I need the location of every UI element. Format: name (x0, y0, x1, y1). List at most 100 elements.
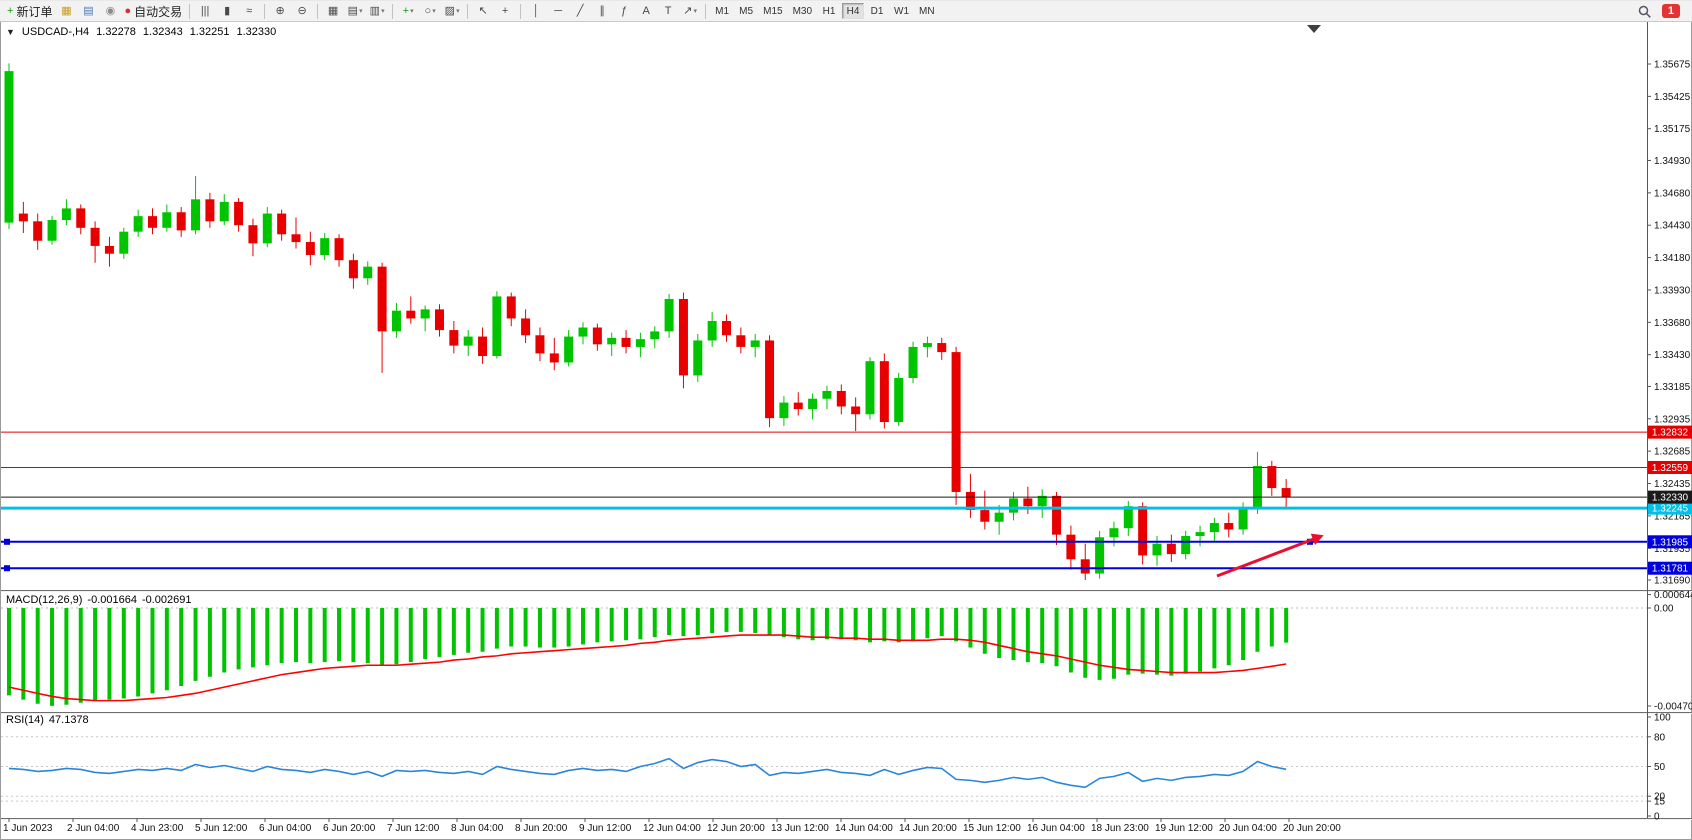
timeframe-m30-button[interactable]: M30 (792, 5, 813, 17)
line-chart-button[interactable]: ≈ (239, 2, 259, 20)
timeframe-h4-button[interactable]: H4 (842, 3, 865, 19)
bar-chart-button[interactable]: ||| (195, 2, 215, 20)
candle-body (1238, 507, 1248, 530)
arrow-annotation[interactable] (1216, 535, 1320, 578)
fibonacci-button[interactable]: ƒ (614, 2, 634, 20)
candle-body (951, 352, 961, 492)
zoom-out-button[interactable]: ⊖ (292, 2, 312, 20)
arrow-tools-button[interactable]: ↗ ▾ (680, 2, 700, 20)
horizontal-line-button[interactable]: ─ (548, 2, 568, 20)
price-axis-label: 1.32435 (1654, 479, 1691, 490)
autotrading-button[interactable]: ● 自动交易 (122, 2, 184, 20)
indicators-button[interactable]: + ▾ (398, 2, 418, 20)
zoom-in-button[interactable]: ⊕ (270, 2, 290, 20)
chevron-down-icon: ▾ (432, 8, 436, 15)
macd-axis-label: 0.000644 (1654, 590, 1692, 601)
macd-main-value: -0.001664 (87, 594, 137, 606)
candle-body (1281, 488, 1291, 498)
candle-body (492, 296, 502, 356)
zoom-out-icon: ⊖ (297, 4, 307, 17)
timeframe-d1-button[interactable]: D1 (870, 5, 884, 17)
candlestick-chart-icon: ▮ (224, 4, 231, 17)
price-badge-label: 1.32245 (1652, 504, 1689, 515)
price-axis-label: 1.35675 (1654, 60, 1691, 71)
new-chart-button[interactable]: ▤ ▾ (345, 2, 365, 20)
timeframe-m5-button[interactable]: M5 (739, 5, 754, 17)
candle-body (435, 309, 444, 331)
time-axis-label: 8 Jun 20:00 (515, 823, 568, 834)
vertical-line-button[interactable]: │ (526, 2, 546, 20)
price-axis[interactable]: 1.35675 1.35425 1.35175 1.34930 1.34680 1.344… (1647, 22, 1692, 823)
trendline-button[interactable]: ╱ (570, 2, 590, 20)
rsi-axis-label: 15 (1654, 797, 1666, 808)
price-axis-label: 1.35175 (1654, 124, 1691, 135)
chart-canvas[interactable]: 1.35675 1.35425 1.35175 1.34930 1.34680 1.344… (1, 22, 1692, 840)
text-button[interactable]: A (636, 2, 656, 20)
candle-body (478, 336, 488, 356)
price-axis-label: 1.32935 (1654, 414, 1691, 425)
one-click-trading-icon[interactable]: ▼ (6, 27, 15, 37)
price-axis-label: 1.34180 (1654, 253, 1691, 264)
line-handle[interactable] (4, 565, 10, 572)
candle-body (635, 339, 645, 347)
candle-body (980, 510, 990, 522)
price-axis-label: 1.35425 (1654, 92, 1691, 103)
candle-body (1066, 534, 1076, 560)
arrow-annotation-head[interactable] (1310, 533, 1324, 545)
macd-signal-line (8, 634, 1287, 702)
candle-body (176, 212, 186, 231)
time-axis-label: 1 Jun 2023 (3, 823, 53, 834)
chart-profiles-button[interactable]: ▥ ▾ (367, 2, 387, 20)
crosshair-icon: + (501, 4, 509, 17)
candle-body (1080, 559, 1090, 574)
notification-badge[interactable]: 1 (1661, 4, 1680, 18)
ohlc-high-value: 1.32343 (142, 26, 183, 38)
text-label-button[interactable]: T (658, 2, 678, 20)
candle-body (234, 201, 244, 226)
chart-shift-marker[interactable] (1307, 25, 1321, 33)
new-order-label: 新订单 (16, 4, 53, 19)
candle-body (678, 299, 688, 376)
navigator-button[interactable]: ◉ (100, 2, 120, 20)
candle-body (564, 336, 574, 363)
line-handle[interactable] (4, 538, 10, 545)
search-button[interactable] (1635, 2, 1655, 20)
rsi-value: 47.1378 (48, 714, 89, 726)
time-axis-label: 6 Jun 20:00 (323, 823, 376, 834)
candle-body (133, 216, 143, 232)
cursor-button[interactable]: ↖ (473, 2, 493, 20)
tile-windows-button[interactable]: ▦ (323, 2, 343, 20)
candle-body (1252, 466, 1262, 508)
candle-body (363, 266, 373, 279)
time-axis-label: 5 Jun 12:00 (195, 823, 248, 834)
time-axis[interactable]: 1 Jun 2023 2 Jun 04:00 4 Jun 23:00 5 Jun 12… (3, 818, 1341, 834)
data-window-button[interactable]: ▤ (78, 2, 98, 20)
line-chart-icon: ≈ (246, 4, 253, 17)
candle-body (104, 245, 114, 254)
timeframe-h1-button[interactable]: H1 (822, 5, 836, 17)
crosshair-button[interactable]: + (495, 2, 515, 20)
templates-button[interactable]: ▨ ▾ (442, 2, 462, 20)
new-order-button[interactable]: + 新订单 (5, 2, 54, 20)
timeframe-mn-button[interactable]: MN (919, 5, 935, 17)
equidistant-channel-button[interactable]: ∥ (592, 2, 612, 20)
candle-body (607, 337, 617, 345)
chevron-down-icon: ▾ (693, 8, 697, 15)
timeframe-m15-button[interactable]: M15 (763, 5, 783, 17)
candle-body (348, 260, 358, 279)
periods-button[interactable]: ○ ▾ (420, 2, 440, 20)
candle-body (205, 199, 215, 222)
bar-chart-icon: ||| (200, 4, 210, 17)
candle-body (1209, 523, 1219, 533)
time-axis-label: 2 Jun 04:00 (67, 823, 120, 834)
candle-body (808, 398, 818, 410)
cursor-icon: ↖ (478, 4, 488, 17)
market-watch-button[interactable]: ▦ (56, 2, 76, 20)
vertical-line-icon: │ (532, 4, 540, 17)
chart-title: ▼ USDCAD-,H4 1.32278 1.32343 1.32251 1.32330 (6, 26, 283, 38)
candle-body (1052, 495, 1062, 535)
candlestick-chart-button[interactable]: ▮ (217, 2, 237, 20)
timeframe-m1-button[interactable]: M1 (715, 5, 730, 17)
candle-body (18, 213, 28, 222)
timeframe-w1-button[interactable]: W1 (894, 5, 910, 17)
